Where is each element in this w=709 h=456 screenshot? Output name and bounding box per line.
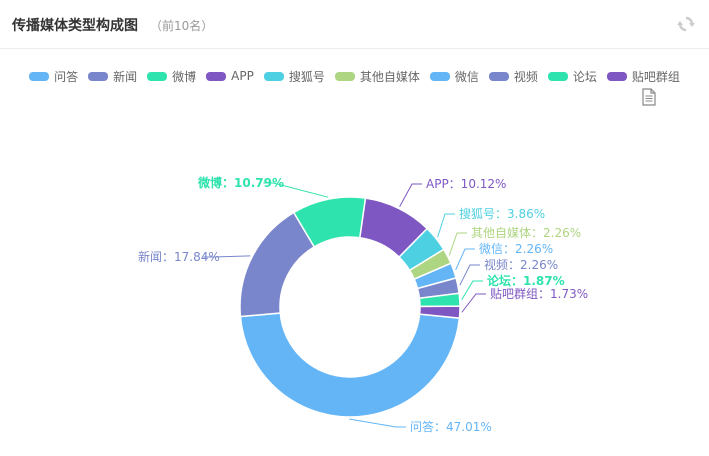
legend-item[interactable]: 新闻 — [88, 68, 137, 85]
legend-item[interactable]: 贴吧群组 — [606, 68, 680, 85]
legend-label: 问答 — [54, 69, 79, 84]
donut-slice[interactable] — [418, 305, 461, 319]
legend-label: APP — [231, 69, 254, 83]
legend-item[interactable]: 问答 — [29, 68, 78, 85]
legend-item[interactable]: APP — [206, 69, 254, 83]
refresh-icon[interactable] — [676, 14, 696, 34]
legend-swatch — [263, 71, 284, 81]
legend-swatch — [547, 71, 568, 81]
label-leader-line — [455, 248, 475, 271]
legend-swatch — [88, 71, 109, 81]
legend-label: 论坛 — [572, 69, 597, 84]
legend-label: 贴吧群组 — [631, 69, 680, 84]
chart-title: 传播媒体类型构成图 — [12, 18, 138, 34]
data-label: 其他自媒体：2.26% — [471, 226, 581, 240]
chart-header: 传播媒体类型构成图 （前10名） — [0, 0, 709, 49]
data-label: 问答：47.01% — [410, 419, 492, 434]
chart-subtitle: （前10名） — [150, 19, 214, 33]
data-label: 搜狐号：3.86% — [459, 206, 545, 221]
label-leader-line — [437, 213, 455, 238]
legend-item[interactable]: 视频 — [488, 68, 538, 85]
legend-item[interactable]: 其他自媒体 — [334, 68, 420, 85]
data-label: 微博：10.79% — [197, 175, 284, 190]
legend-swatch — [429, 71, 450, 81]
chart-legend: 问答 新闻 微博 APP 搜狐号 其他自媒体 微信 视频 论坛 贴吧群组 — [0, 67, 709, 85]
legend-swatch — [147, 71, 168, 81]
label-leader-line — [459, 264, 480, 286]
export-document-icon[interactable] — [641, 88, 657, 106]
legend-swatch — [29, 71, 50, 81]
legend-label: 其他自媒体 — [359, 69, 420, 84]
legend-swatch — [606, 71, 627, 81]
data-label: 视频：2.26% — [484, 257, 558, 272]
label-leader-line — [349, 418, 406, 428]
label-leader-line — [203, 255, 251, 258]
data-label: APP：10.12% — [426, 177, 506, 191]
label-leader-line — [461, 280, 483, 300]
label-leader-line — [448, 232, 467, 256]
legend-item[interactable]: 微博 — [147, 68, 196, 85]
legend-label: 搜狐号 — [288, 69, 325, 84]
legend-label: 新闻 — [113, 69, 138, 84]
data-label: 论坛：1.87% — [487, 273, 565, 288]
label-leader-line — [399, 183, 422, 207]
label-leader-line — [461, 293, 486, 313]
data-label: 贴吧群组：1.73% — [490, 287, 588, 301]
legend-swatch — [206, 71, 227, 81]
data-label: 微信：2.26% — [479, 242, 553, 256]
donut-slice[interactable] — [239, 312, 461, 418]
legend-label: 微博 — [172, 69, 197, 84]
legend-item[interactable]: 论坛 — [547, 68, 597, 85]
data-label: 新闻：17.84% — [138, 249, 220, 264]
legend-swatch — [334, 71, 355, 81]
legend-label: 微信 — [454, 69, 479, 84]
legend-label: 视频 — [513, 69, 538, 84]
label-leader-line — [263, 182, 329, 198]
legend-item[interactable]: 搜狐号 — [263, 68, 325, 85]
legend-swatch — [488, 71, 509, 81]
legend-item[interactable]: 微信 — [429, 68, 479, 85]
